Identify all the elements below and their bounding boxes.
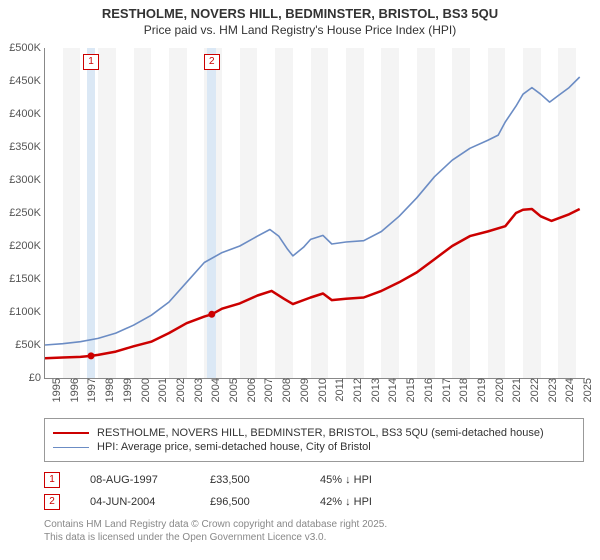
plot-area: 12£0£50K£100K£150K£200K£250K£300K£350K£4… xyxy=(44,48,585,379)
x-axis-tick-label: 2009 xyxy=(297,378,311,402)
x-axis-tick-label: 2016 xyxy=(421,378,435,402)
chart-title-line1: RESTHOLME, NOVERS HILL, BEDMINSTER, BRIS… xyxy=(0,0,600,23)
transaction-marker-2: 2 xyxy=(44,494,60,510)
x-axis-tick-label: 2019 xyxy=(474,378,488,402)
x-axis-tick-label: 1996 xyxy=(67,378,81,402)
y-axis-tick-label: £200K xyxy=(1,240,41,252)
y-axis-tick-label: £0 xyxy=(1,372,41,384)
attribution: Contains HM Land Registry data © Crown c… xyxy=(44,518,584,544)
x-axis-tick-label: 2002 xyxy=(173,378,187,402)
y-axis-tick-label: £300K xyxy=(1,174,41,186)
x-axis-tick-label: 2024 xyxy=(562,378,576,402)
x-axis-tick-label: 1995 xyxy=(49,378,63,402)
chart-title-line2: Price paid vs. HM Land Registry's House … xyxy=(0,23,600,41)
attribution-line2: This data is licensed under the Open Gov… xyxy=(44,531,584,544)
series-line-hpi xyxy=(45,77,580,345)
x-axis-tick-label: 2013 xyxy=(368,378,382,402)
y-axis-tick-label: £350K xyxy=(1,141,41,153)
y-axis-tick-label: £150K xyxy=(1,273,41,285)
transaction-date: 04-JUN-2004 xyxy=(90,496,180,508)
series-line-price_paid xyxy=(45,209,580,358)
y-axis-tick-label: £500K xyxy=(1,42,41,54)
transaction-row: 1 08-AUG-1997 £33,500 45% ↓ HPI xyxy=(44,472,584,488)
transaction-delta: 45% ↓ HPI xyxy=(320,474,372,486)
y-axis-tick-label: £450K xyxy=(1,75,41,87)
legend-item-price-paid: RESTHOLME, NOVERS HILL, BEDMINSTER, BRIS… xyxy=(53,427,575,439)
legend-item-hpi: HPI: Average price, semi-detached house,… xyxy=(53,441,575,453)
x-axis-tick-label: 2014 xyxy=(385,378,399,402)
y-axis-tick-label: £250K xyxy=(1,207,41,219)
x-axis-tick-label: 2003 xyxy=(191,378,205,402)
x-axis-tick-label: 2018 xyxy=(456,378,470,402)
chart-footer: RESTHOLME, NOVERS HILL, BEDMINSTER, BRIS… xyxy=(44,418,584,544)
x-axis-tick-label: 2001 xyxy=(155,378,169,402)
x-axis-tick-label: 1998 xyxy=(102,378,116,402)
x-axis-tick-label: 2021 xyxy=(509,378,523,402)
legend-swatch-price-paid xyxy=(53,432,89,434)
x-axis-tick-label: 2007 xyxy=(261,378,275,402)
x-axis-tick-label: 2008 xyxy=(279,378,293,402)
x-axis-tick-label: 2000 xyxy=(138,378,152,402)
y-axis-tick-label: £50K xyxy=(1,339,41,351)
x-axis-tick-label: 2022 xyxy=(527,378,541,402)
x-axis-tick-label: 2023 xyxy=(545,378,559,402)
attribution-line1: Contains HM Land Registry data © Crown c… xyxy=(44,518,584,531)
legend-label-price-paid: RESTHOLME, NOVERS HILL, BEDMINSTER, BRIS… xyxy=(97,427,544,439)
transaction-price: £96,500 xyxy=(210,496,290,508)
x-axis-tick-label: 2011 xyxy=(332,378,346,402)
chart-container: RESTHOLME, NOVERS HILL, BEDMINSTER, BRIS… xyxy=(0,0,600,560)
x-axis-tick-label: 1999 xyxy=(120,378,134,402)
transaction-price: £33,500 xyxy=(210,474,290,486)
x-axis-tick-label: 2006 xyxy=(244,378,258,402)
price-marker-dot-2 xyxy=(208,311,215,318)
y-axis-tick-label: £100K xyxy=(1,306,41,318)
transaction-row: 2 04-JUN-2004 £96,500 42% ↓ HPI xyxy=(44,494,584,510)
legend-box: RESTHOLME, NOVERS HILL, BEDMINSTER, BRIS… xyxy=(44,418,584,462)
x-axis-tick-label: 2015 xyxy=(403,378,417,402)
price-marker-dot-1 xyxy=(88,352,95,359)
x-axis-tick-label: 2005 xyxy=(226,378,240,402)
transaction-list: 1 08-AUG-1997 £33,500 45% ↓ HPI 2 04-JUN… xyxy=(44,472,584,510)
transaction-date: 08-AUG-1997 xyxy=(90,474,180,486)
x-axis-tick-label: 2012 xyxy=(350,378,364,402)
x-axis-tick-label: 2025 xyxy=(580,378,594,402)
x-axis-tick-label: 2010 xyxy=(315,378,329,402)
y-axis-tick-label: £400K xyxy=(1,108,41,120)
x-axis-tick-label: 2017 xyxy=(439,378,453,402)
legend-swatch-hpi xyxy=(53,447,89,448)
x-axis-tick-label: 2004 xyxy=(208,378,222,402)
transaction-marker-1: 1 xyxy=(44,472,60,488)
legend-label-hpi: HPI: Average price, semi-detached house,… xyxy=(97,441,371,453)
transaction-delta: 42% ↓ HPI xyxy=(320,496,372,508)
x-axis-tick-label: 2020 xyxy=(492,378,506,402)
x-axis-tick-label: 1997 xyxy=(84,378,98,402)
